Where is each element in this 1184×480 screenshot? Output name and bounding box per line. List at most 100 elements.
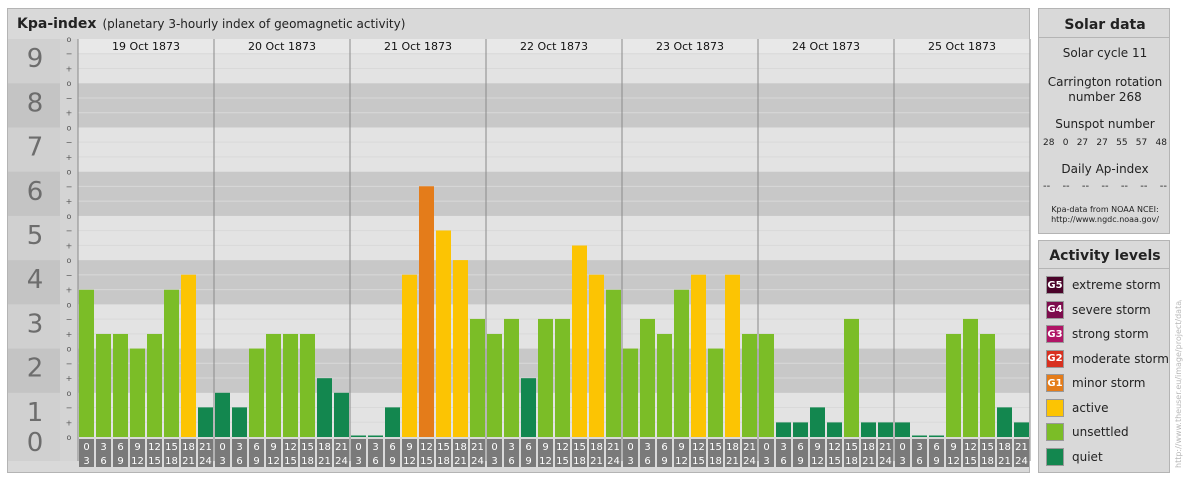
activity-level-swatch: G5 xyxy=(1046,276,1064,294)
hour-end-label: 18 xyxy=(709,456,722,467)
kp-bar xyxy=(657,334,672,437)
hour-start-label: 18 xyxy=(726,442,739,453)
source-link[interactable]: http://www.ngdc.noaa.gov/ xyxy=(1039,215,1171,225)
hour-end-label: 3 xyxy=(83,456,89,467)
hour-end-label: 12 xyxy=(947,456,960,467)
hour-end-label: 18 xyxy=(437,456,450,467)
ap-value: -- xyxy=(1140,181,1147,192)
hour-start-label: 12 xyxy=(556,442,569,453)
hour-start-label: 9 xyxy=(542,442,548,453)
activity-level-item: quiet xyxy=(1046,447,1103,467)
hour-end-label: 21 xyxy=(454,456,467,467)
y-band xyxy=(78,83,1030,127)
ap-heading: Daily Ap-index xyxy=(1039,162,1171,177)
hour-end-label: 21 xyxy=(726,456,739,467)
minor-tick-label: + xyxy=(66,286,73,295)
hour-start-label: 15 xyxy=(709,442,722,453)
kp-bar xyxy=(198,407,213,437)
kp-bar xyxy=(589,275,604,437)
kp-bar xyxy=(147,334,162,437)
sunspot-value: 27 xyxy=(1077,138,1088,148)
kp-bar xyxy=(555,319,570,437)
kp-bar xyxy=(691,275,706,437)
minor-tick-label: + xyxy=(66,64,73,73)
divider xyxy=(1039,268,1169,269)
hour-start-label: 21 xyxy=(335,442,348,453)
kp-bar xyxy=(793,422,808,437)
divider xyxy=(1039,37,1169,38)
hour-end-label: 9 xyxy=(389,456,395,467)
activity-levels-heading: Activity levels xyxy=(1039,248,1171,264)
kp-bar xyxy=(742,334,757,437)
minor-tick-label: + xyxy=(66,241,73,250)
hour-end-label: 24 xyxy=(607,456,620,467)
activity-levels-panel: Activity levels G5extreme stormG4severe … xyxy=(1038,240,1170,473)
kp-bar xyxy=(283,334,298,437)
activity-level-item: G3strong storm xyxy=(1046,324,1149,344)
kp-bar xyxy=(181,275,196,437)
kp-bar xyxy=(674,290,689,437)
ap-value: -- xyxy=(1062,181,1069,192)
activity-level-swatch: G2 xyxy=(1046,350,1064,368)
day-label: 22 Oct 1873 xyxy=(520,40,588,53)
y-tick-label: 3 xyxy=(27,309,44,339)
kp-bar xyxy=(215,393,230,437)
y-tick-label: 0 xyxy=(27,428,44,458)
hour-start-label: 9 xyxy=(406,442,412,453)
y-tick-label: 8 xyxy=(27,88,44,118)
hour-end-label: 6 xyxy=(236,456,242,467)
kp-bar xyxy=(776,422,791,437)
minor-tick-label: − xyxy=(66,138,73,147)
hour-start-label: 9 xyxy=(814,442,820,453)
y-band xyxy=(78,349,1030,393)
y-tick-label: 9 xyxy=(27,44,44,74)
activity-level-swatch: G1 xyxy=(1046,374,1064,392)
hour-end-label: 15 xyxy=(692,456,705,467)
kp-bar xyxy=(895,422,910,437)
kp-bar xyxy=(623,349,638,437)
sunspot-value: 55 xyxy=(1116,138,1127,148)
hour-start-label: 0 xyxy=(899,442,905,453)
hour-start-label: 6 xyxy=(661,442,667,453)
y-tick-label: 2 xyxy=(27,354,44,384)
hour-end-label: 3 xyxy=(763,456,769,467)
hour-start-label: 6 xyxy=(253,442,259,453)
y-tick-label: 4 xyxy=(27,265,44,295)
day-label: 23 Oct 1873 xyxy=(656,40,724,53)
hour-start-label: 15 xyxy=(845,442,858,453)
hour-start-label: 0 xyxy=(763,442,769,453)
ap-value: -- xyxy=(1121,181,1128,192)
day-label: 24 Oct 1873 xyxy=(792,40,860,53)
minor-tick-label: − xyxy=(66,404,73,413)
ap-value: -- xyxy=(1082,181,1089,192)
y-band xyxy=(78,172,1030,216)
kp-bar xyxy=(113,334,128,437)
hour-start-label: 6 xyxy=(797,442,803,453)
hour-end-label: 6 xyxy=(508,456,514,467)
hour-end-label: 18 xyxy=(573,456,586,467)
activity-level-item: G4severe storm xyxy=(1046,300,1151,320)
hour-end-label: 3 xyxy=(627,456,633,467)
hour-end-label: 3 xyxy=(899,456,905,467)
hour-start-label: 3 xyxy=(236,442,242,453)
hour-end-label: 18 xyxy=(165,456,178,467)
y-tick-label: 6 xyxy=(27,177,44,207)
sunspot-heading: Sunspot number xyxy=(1039,117,1171,132)
activity-level-label: active xyxy=(1072,401,1108,415)
kp-bar xyxy=(317,378,332,437)
kp-bar xyxy=(402,275,417,437)
hour-start-label: 18 xyxy=(182,442,195,453)
kp-bar xyxy=(453,260,468,437)
watermark-text: http://www.theuser.eu/image/project/data… xyxy=(1174,300,1183,468)
kp-bar xyxy=(606,290,621,437)
day-label: 20 Oct 1873 xyxy=(248,40,316,53)
hour-end-label: 12 xyxy=(811,456,824,467)
kp-bar xyxy=(572,246,587,437)
minor-tick-label: − xyxy=(66,94,73,103)
hour-start-label: 9 xyxy=(678,442,684,453)
minor-tick-label: o xyxy=(67,168,72,177)
hour-end-label: 6 xyxy=(372,456,378,467)
kp-bar xyxy=(963,319,978,437)
ap-value: -- xyxy=(1043,181,1050,192)
hour-start-label: 15 xyxy=(165,442,178,453)
